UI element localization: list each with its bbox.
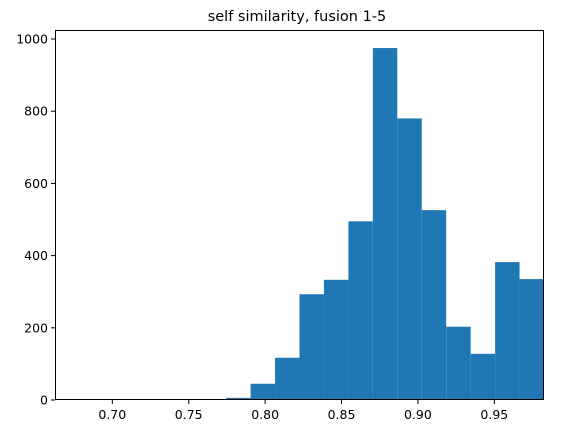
histogram-bar-16 bbox=[446, 326, 471, 400]
x-tick-label-5: 0.95 bbox=[480, 407, 508, 422]
x-tick-label-2: 0.80 bbox=[251, 407, 279, 422]
y-tick-label-5: 1000 bbox=[16, 32, 48, 47]
histogram-bar-7 bbox=[226, 397, 251, 400]
y-tick-label-3: 600 bbox=[24, 176, 48, 191]
histogram-bar-15 bbox=[421, 210, 447, 400]
histogram-bar-10 bbox=[299, 294, 324, 400]
histogram-bar-14 bbox=[397, 118, 422, 400]
histogram-bar-12 bbox=[348, 221, 373, 400]
histogram-bar-18 bbox=[495, 262, 520, 400]
histogram-bar-19 bbox=[519, 279, 544, 400]
histogram-bar-9 bbox=[275, 357, 300, 400]
y-tick-label-1: 200 bbox=[24, 320, 48, 335]
bars-group bbox=[55, 48, 544, 401]
histogram-bar-13 bbox=[372, 48, 398, 401]
plot-frame bbox=[55, 30, 544, 400]
y-tick-label-0: 0 bbox=[40, 393, 48, 408]
x-axis-ticks: 0.70 0.75 0.80 0.85 0.90 0.95 bbox=[98, 400, 508, 422]
x-tick-label-4: 0.90 bbox=[404, 407, 432, 422]
x-tick-label-3: 0.85 bbox=[328, 407, 356, 422]
y-tick-label-2: 400 bbox=[24, 248, 48, 263]
chart-title: self similarity, fusion 1-5 bbox=[208, 9, 387, 25]
histogram-bar-17 bbox=[470, 353, 496, 400]
y-tick-label-4: 800 bbox=[24, 104, 48, 119]
x-tick-label-0: 0.70 bbox=[98, 407, 126, 422]
histogram-bar-8 bbox=[250, 383, 276, 400]
y-axis-ticks: 0 200 400 600 800 1000 bbox=[16, 32, 55, 408]
x-tick-label-1: 0.75 bbox=[175, 407, 203, 422]
histogram-bar-11 bbox=[323, 279, 349, 400]
